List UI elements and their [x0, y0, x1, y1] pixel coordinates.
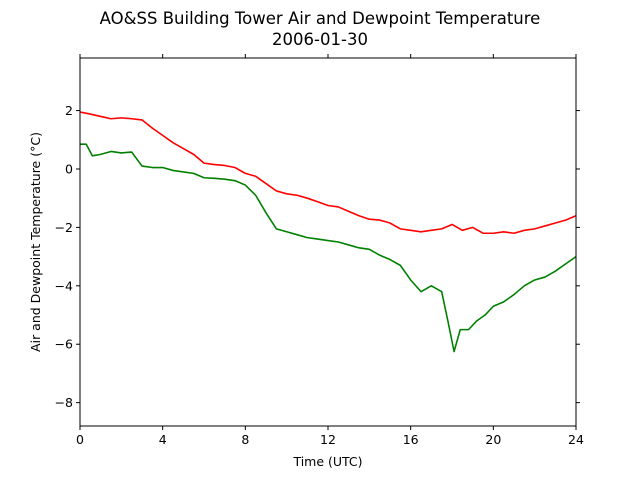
x-axis: 0 4 8 12 16 20 24 — [76, 54, 584, 447]
series-layer — [80, 111, 576, 353]
x-tick-label: 12 — [320, 432, 336, 447]
x-axis-label: Time (UTC) — [292, 454, 362, 469]
y-tick-label: −4 — [55, 278, 73, 293]
chart-title: AO&SS Building Tower Air and Dewpoint Te… — [100, 9, 541, 28]
plot-frame — [79, 57, 577, 427]
x-tick-label: 20 — [485, 432, 501, 447]
y-axis: −8 −6 −4 −2 0 2 — [55, 103, 580, 410]
y-tick-label: −2 — [55, 220, 73, 235]
y-axis-label: Air and Dewpoint Temperature (°C) — [28, 132, 43, 352]
chart-subtitle: 2006-01-30 — [272, 30, 368, 49]
y-tick-label: 2 — [65, 103, 73, 118]
y-tick-label: −6 — [55, 337, 73, 352]
x-tick-label: 4 — [159, 432, 167, 447]
x-tick-label: 8 — [241, 432, 249, 447]
y-tick-label: 0 — [65, 161, 73, 176]
x-tick-label: 16 — [403, 432, 419, 447]
y-tick-label: −8 — [55, 395, 73, 410]
series-line-dewpoint — [80, 143, 576, 353]
x-tick-label: 24 — [568, 432, 584, 447]
series-line-air — [80, 111, 576, 235]
x-tick-label: 0 — [76, 432, 84, 447]
